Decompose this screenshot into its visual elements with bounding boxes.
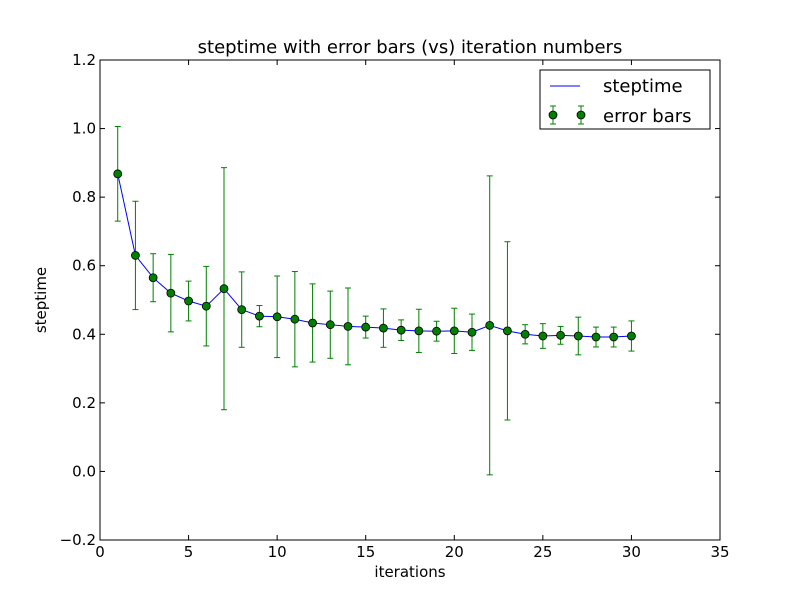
legend: steptime error bars — [539, 69, 711, 130]
legend-label-error-bars: error bars — [603, 106, 692, 127]
plot-area — [113, 126, 636, 476]
data-point — [591, 332, 601, 342]
data-point — [237, 305, 247, 315]
data-point — [379, 323, 388, 333]
y-axis-label: steptime — [32, 267, 50, 333]
y-tick-label: 0.2 — [72, 394, 96, 412]
legend-label-steptime: steptime — [603, 76, 683, 97]
data-point — [503, 326, 512, 336]
data-point — [290, 314, 300, 324]
x-tick-label: 15 — [356, 543, 375, 561]
y-tick-label: 1.0 — [72, 120, 96, 138]
data-point — [432, 326, 441, 336]
y-tick-label: −0.2 — [60, 531, 96, 549]
y-tick-label: 0.6 — [72, 257, 96, 275]
data-point — [485, 320, 495, 330]
data-point — [538, 331, 548, 341]
data-point — [627, 331, 636, 341]
legend-marker-error-bars — [548, 105, 586, 125]
data-point — [343, 321, 353, 331]
legend-box — [539, 69, 711, 130]
y-tick-label: 0.0 — [72, 462, 96, 480]
data-point — [255, 311, 264, 321]
data-point — [396, 325, 406, 335]
x-axis-label: iterations — [374, 563, 445, 581]
data-point — [148, 273, 158, 283]
data-point — [520, 329, 530, 339]
data-point — [609, 332, 619, 342]
x-tick-label: 5 — [184, 543, 194, 561]
chart-title: steptime with error bars (vs) iteration … — [198, 37, 623, 58]
y-tick-label: 1.2 — [72, 51, 96, 69]
data-point — [467, 327, 477, 337]
data-point — [272, 312, 282, 322]
data-point — [166, 288, 176, 298]
data-point — [308, 318, 317, 328]
x-tick-label: 0 — [95, 543, 105, 561]
x-tick-label: 30 — [622, 543, 641, 561]
axes-frame — [99, 59, 721, 541]
y-tick-label: 0.4 — [72, 325, 96, 343]
data-point — [325, 320, 335, 330]
data-point — [201, 301, 211, 311]
data-point — [449, 326, 459, 336]
data-point — [556, 330, 565, 340]
x-tick-label: 25 — [533, 543, 552, 561]
data-point — [131, 251, 140, 260]
x-tick-label: 35 — [710, 543, 729, 561]
x-tick-label: 10 — [268, 543, 287, 561]
data-point — [113, 169, 123, 179]
data-point — [184, 296, 193, 306]
data-point — [219, 284, 229, 294]
data-point — [573, 331, 583, 341]
data-point — [361, 322, 371, 332]
axis-ticks: 0 5 10 15 20 25 30 35 −0.2 0.0 0.2 0.4 0.6 0.8 1.0 1.2 — [60, 51, 730, 561]
x-tick-label: 20 — [445, 543, 464, 561]
data-point — [414, 326, 424, 336]
y-tick-label: 0.8 — [72, 188, 96, 206]
